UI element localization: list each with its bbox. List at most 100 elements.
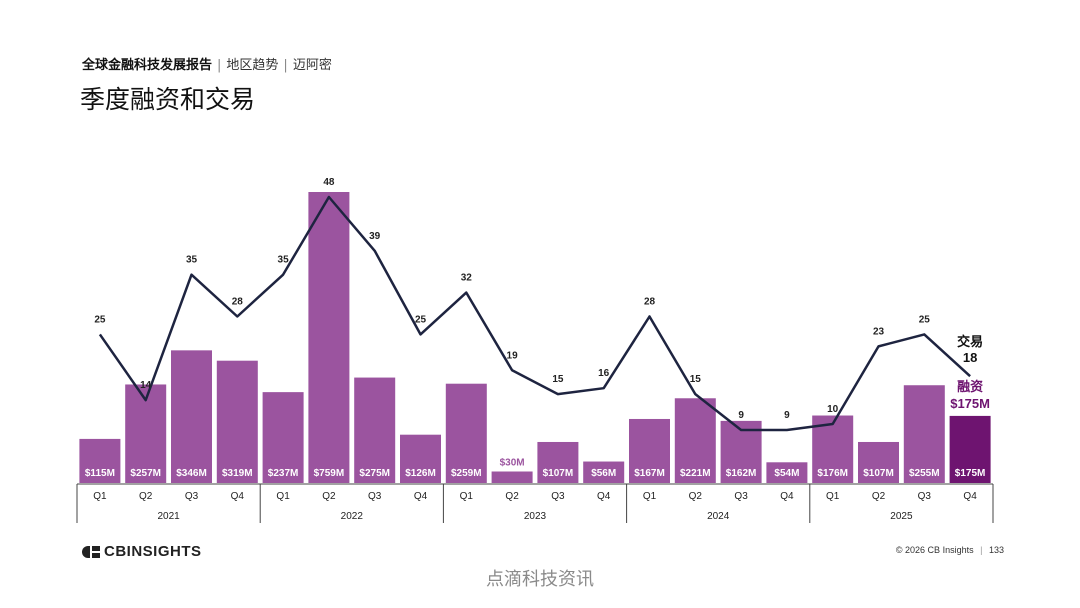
year-tick-label: 2025 [890,511,913,522]
bar-value-label: $221M [680,468,711,479]
deal-count-label: 39 [369,231,381,242]
deal-count-label: 28 [232,296,244,307]
funding-bar [445,383,487,483]
funding-bar [537,441,579,483]
bar-value-label: $175M [955,468,986,479]
quarter-tick-label: Q2 [322,491,336,502]
deal-count-label: 15 [552,374,564,385]
bar-value-label: $54M [774,468,799,479]
funding-deals-chart: $115M $257M $346M $319M $237M $759M $275M $126M… [76,177,994,523]
cbinsights-logo: CBINSIGHTS [82,543,202,560]
quarter-tick-label: Q4 [597,491,611,502]
quarter-tick-label: Q3 [734,491,748,502]
bar-value-label: $257M [130,468,161,479]
copyright: © 2026 CB Insights | 133 [895,545,1004,555]
logo-text: CBINSIGHTS [104,543,202,560]
bar-value-label: $255M [909,468,940,479]
quarter-tick-label: Q4 [414,491,428,502]
quarter-tick-label: Q2 [505,491,519,502]
bar-value-label: $319M [222,468,253,479]
quarter-tick-label: Q1 [826,491,840,502]
funding-bar [858,441,899,483]
quarter-tick-label: Q1 [276,491,290,502]
callout-deals-label: 交易 [957,334,983,350]
funding-bar [308,192,350,483]
funding-bar [491,471,533,483]
quarter-tick-label: Q3 [185,491,199,502]
funding-bar [262,392,304,483]
bar-value-label: $237M [268,468,299,479]
deal-count-label: 16 [598,368,610,379]
funding-bar [400,434,441,483]
breadcrumb-separator: | [217,58,222,73]
quarter-tick-label: Q4 [780,491,794,502]
deal-count-label: 28 [644,296,656,307]
deal-count-label: 14 [140,380,152,391]
x-axis: Q1 Q2 Q3 Q4 Q1 Q2 Q3 Q4 Q1 Q2 Q3 Q4 Q1 Q2 Q3 Q4 Q1 Q2 Q3 Q4… [76,483,994,523]
bar-series [79,192,991,483]
city-name: 迈阿密 [292,58,332,73]
deals-line [98,195,971,432]
page-number: 133 [988,545,1004,555]
deal-count-label: 9 [784,410,790,421]
copyright-text: © 2026 CB Insights [895,545,974,555]
quarter-tick-label: Q1 [643,491,657,502]
deal-count-label: 32 [461,273,473,284]
deal-count-label: 25 [919,314,931,325]
deal-count-label: 25 [415,314,427,325]
bar-value-label: $259M [451,468,482,479]
bar-value-label: $56M [591,468,616,479]
deal-count-label: 15 [690,374,702,385]
quarter-tick-label: Q1 [93,491,107,502]
funding-bar [216,360,258,483]
funding-bar [674,398,716,483]
bar-value-label: $107M [543,468,574,479]
deal-count-label: 9 [738,410,744,421]
callout-funding-label: 融资 [957,379,983,395]
funding-bar [171,350,212,483]
deal-count-label: 35 [186,255,198,266]
quarter-tick-label: Q4 [231,491,245,502]
breadcrumb: 全球金融科技发展报告 | 地区趋势 | 迈阿密 [82,54,332,73]
page-title: 季度融资和交易 [80,85,256,114]
quarter-tick-label: Q4 [963,491,977,502]
cbinsights-logo-icon [82,545,100,558]
callout-funding-value: $175M [950,396,990,411]
deal-count-label: 35 [278,255,290,266]
quarter-tick-label: Q2 [872,491,886,502]
funding-bar [354,377,396,483]
deal-count-label: 10 [827,404,839,415]
bar-value-label: $126M [405,468,436,479]
bar-value-label: $275M [359,468,390,479]
year-tick-label: 2021 [157,511,180,522]
funding-bar [79,438,121,483]
quarter-tick-label: Q2 [139,491,153,502]
quarter-tick-label: Q3 [368,491,382,502]
year-tick-label: 2024 [707,511,730,522]
year-tick-label: 2022 [341,511,364,522]
bar-labels: $115M $257M $346M $319M $237M $759M $275M $126M… [85,457,986,479]
bar-value-label: $162M [726,468,757,479]
deal-count-label: 19 [507,350,519,361]
deal-count-label: 23 [873,326,885,337]
line-series: 25 14 35 28 35 48 39 25 32 19 15 16 28 15 9 9 10 23 25 [94,177,971,432]
breadcrumb-separator: | [283,58,288,73]
bar-value-label: $176M [817,468,848,479]
bar-value-label: $167M [634,468,665,479]
bar-value-label: $115M [85,468,115,479]
quarter-tick-label: Q3 [918,491,932,502]
bar-value-label: $30M [500,457,525,468]
year-tick-label: 2023 [524,511,547,522]
bar-value-label: $346M [176,468,207,479]
bar-value-label: $759M [314,468,345,479]
report-name: 全球金融科技发展报告 [82,58,213,73]
funding-bar [766,462,808,483]
funding-bar [949,415,991,483]
section-name: 地区趋势 [226,58,279,73]
funding-bar [903,385,945,483]
quarter-tick-label: Q2 [689,491,703,502]
callout-deals-value: 18 [963,350,977,365]
quarter-tick-label: Q1 [460,491,474,502]
funding-bar [629,418,670,483]
